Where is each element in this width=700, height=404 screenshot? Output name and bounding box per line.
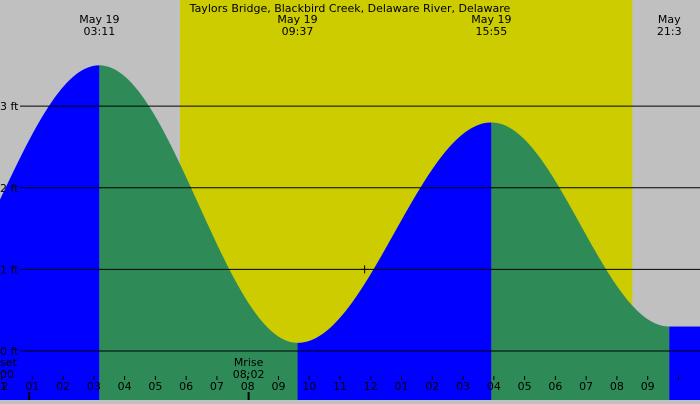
- x-tick-label: 08: [241, 380, 255, 393]
- x-tick-label: 09: [641, 380, 655, 393]
- x-tick-label: 01: [25, 380, 39, 393]
- x-tick-label: 07: [579, 380, 593, 393]
- x-tick-label: 11: [333, 380, 347, 393]
- chart-title: Taylors Bridge, Blackbird Creek, Delawar…: [189, 2, 511, 15]
- x-tick-label: 06: [548, 380, 562, 393]
- x-tick-label: 04: [487, 380, 501, 393]
- x-tick-label: 08: [610, 380, 624, 393]
- x-tick-label: 12: [364, 380, 378, 393]
- x-tick-label: 12: [0, 380, 9, 393]
- x-tick-label: 03: [87, 380, 101, 393]
- x-tick-label: 09: [271, 380, 285, 393]
- moon-event-label: set: [0, 356, 17, 369]
- rising-tide-area: [297, 122, 492, 401]
- x-tick-label: 04: [118, 380, 132, 393]
- x-tick-label: 05: [518, 380, 532, 393]
- x-tick-labels: 1120102030405060708091011120102030405060…: [0, 376, 679, 393]
- y-tick-label: 3 ft: [0, 100, 19, 113]
- rising-tide-area: [0, 65, 100, 400]
- x-tick-label: 01: [395, 380, 409, 393]
- event-time-label: 03:11: [84, 25, 116, 38]
- y-tick-labels: 0 ft 1 ft 2 ft 3 ft: [0, 100, 19, 358]
- event-date-label: May: [658, 13, 681, 26]
- event-date-label: May 19: [79, 13, 119, 26]
- x-tick-label: 06: [179, 380, 193, 393]
- event-date-label: May 19: [277, 13, 317, 26]
- moon-event-time: 08:02: [233, 368, 265, 381]
- falling-tide-area: [491, 122, 670, 401]
- y-tick-label: 0 ft: [0, 345, 19, 358]
- y-tick-label: 2 ft: [0, 182, 19, 195]
- x-tick-label: 03: [456, 380, 470, 393]
- x-tick-label: 02: [425, 380, 439, 393]
- event-time-label: 21:3: [657, 25, 682, 38]
- y-tick-label: 1 ft: [0, 263, 19, 276]
- falling-tide-area: [99, 65, 298, 400]
- event-time-label: 09:37: [282, 25, 314, 38]
- x-tick-label: 1: [0, 380, 7, 393]
- moon-event-label: Mrise: [234, 356, 264, 369]
- moon-event-time: 00: [0, 368, 14, 381]
- height-gridlines: [20, 105, 700, 352]
- x-tick-label: 07: [210, 380, 224, 393]
- tide-areas: [0, 65, 700, 401]
- event-date-label: May 19: [471, 13, 511, 26]
- x-tick-label: 02: [56, 380, 70, 393]
- rising-tide-area: [669, 326, 700, 400]
- x-tick-label: 10: [302, 380, 316, 393]
- event-time-label: 15:55: [476, 25, 508, 38]
- current-level-marker: [360, 265, 369, 274]
- x-tick-label: 05: [148, 380, 162, 393]
